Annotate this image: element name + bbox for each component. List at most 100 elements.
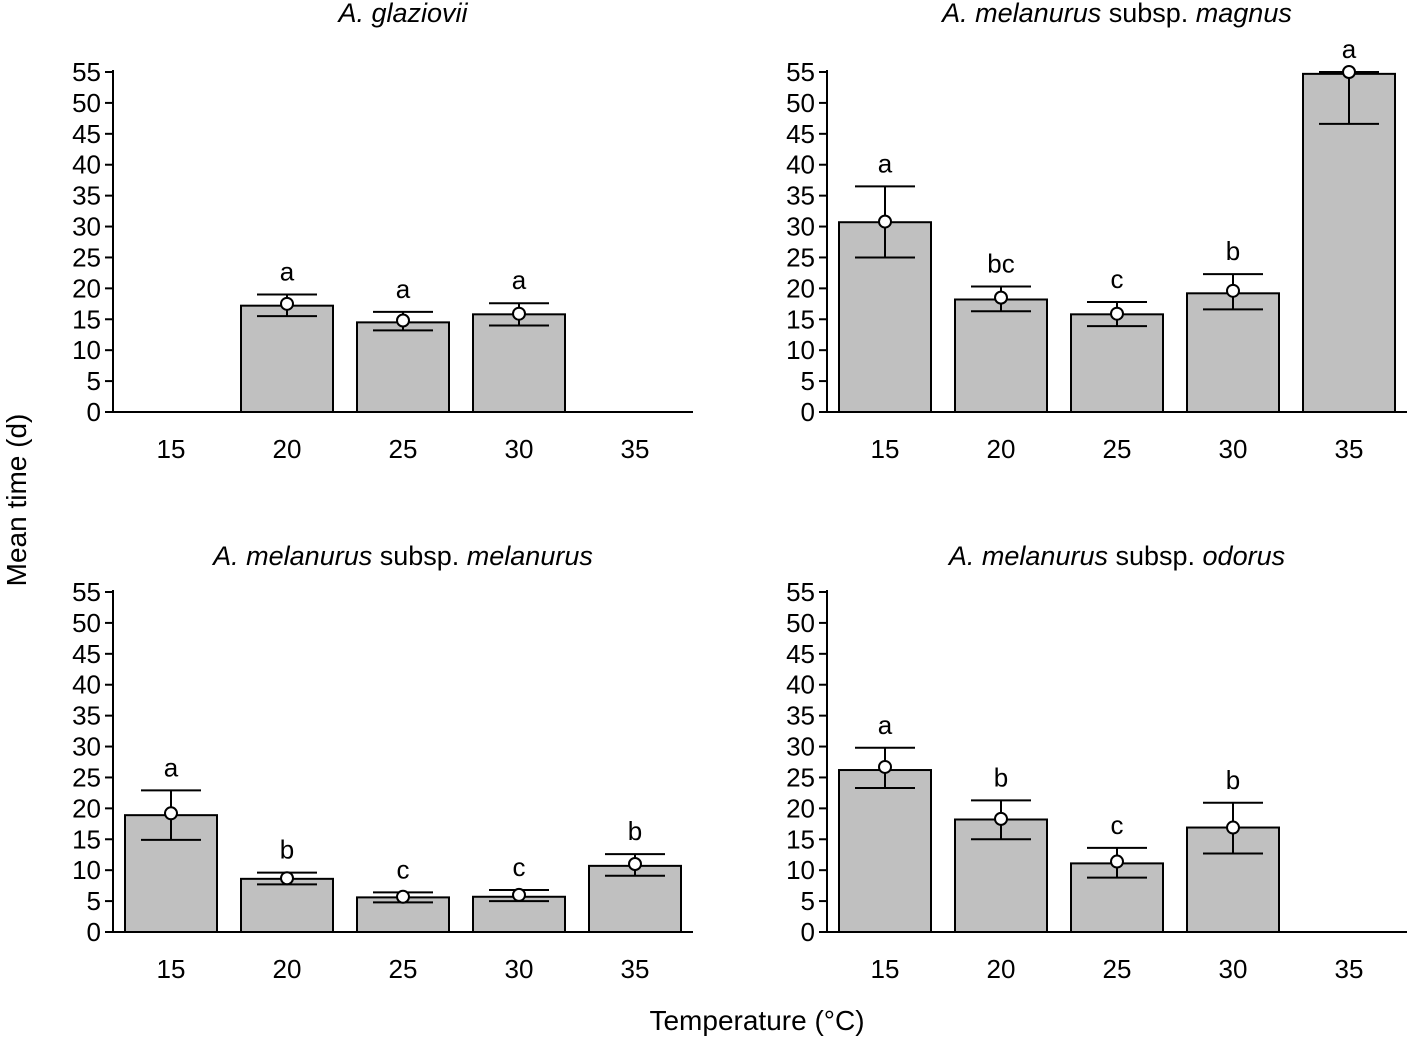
panel-title-part: A. glaziovii xyxy=(336,0,468,28)
y-tick-label: 40 xyxy=(72,670,101,700)
y-tick-label: 30 xyxy=(72,732,101,762)
y-tick-label: 40 xyxy=(72,150,101,180)
panel-title-part: A. melanurus xyxy=(947,541,1108,571)
y-tick-label: 10 xyxy=(72,855,101,885)
significance-letter: b xyxy=(628,816,642,846)
mean-point xyxy=(1110,306,1124,321)
mean-point xyxy=(878,759,892,774)
y-tick-label: 40 xyxy=(786,670,815,700)
y-tick-label: 35 xyxy=(786,701,815,731)
y-tick-label: 15 xyxy=(72,824,101,854)
bar xyxy=(1186,292,1280,413)
x-tick-label: 30 xyxy=(505,954,534,984)
y-tick-label: 0 xyxy=(801,917,815,947)
x-tick-label: 30 xyxy=(505,434,534,464)
mean-point xyxy=(396,889,410,904)
x-tick-label: 25 xyxy=(1103,954,1132,984)
panel-title-part: A. melanurus xyxy=(211,541,372,571)
y-tick-label: 5 xyxy=(87,886,101,916)
mean-point xyxy=(396,313,410,328)
mean-point xyxy=(1342,65,1356,79)
x-tick-label: 35 xyxy=(1335,434,1364,464)
x-tick-label: 35 xyxy=(621,434,650,464)
mean-point xyxy=(164,806,178,821)
significance-letter: a xyxy=(396,274,411,304)
y-tick-label: 35 xyxy=(786,181,815,211)
y-tick-label: 55 xyxy=(72,577,101,607)
chart-panel: A. melanurus subsp. melanurus05101520253… xyxy=(72,541,693,984)
y-tick-label: 15 xyxy=(72,304,101,334)
y-tick-label: 45 xyxy=(786,119,815,149)
y-tick-label: 0 xyxy=(801,397,815,427)
x-tick-label: 25 xyxy=(389,954,418,984)
y-tick-label: 55 xyxy=(786,577,815,607)
y-tick-label: 45 xyxy=(72,639,101,669)
bar xyxy=(240,877,334,933)
bar xyxy=(954,298,1048,413)
x-tick-label: 25 xyxy=(389,434,418,464)
significance-letter: a xyxy=(878,148,893,178)
x-tick-label: 20 xyxy=(273,954,302,984)
x-tick-label: 30 xyxy=(1219,434,1248,464)
panel-title: A. melanurus subsp. melanurus xyxy=(211,541,593,571)
x-tick-label: 20 xyxy=(987,954,1016,984)
significance-letter: a xyxy=(1342,34,1357,64)
y-tick-label: 0 xyxy=(87,917,101,947)
bar xyxy=(838,769,932,934)
chart-panel: A. melanurus subsp. magnus05101520253035… xyxy=(786,0,1407,464)
significance-letter: c xyxy=(1111,264,1124,294)
x-tick-label: 30 xyxy=(1219,954,1248,984)
y-tick-label: 25 xyxy=(786,762,815,792)
significance-letter: b xyxy=(1226,236,1240,266)
significance-letter: b xyxy=(1226,765,1240,795)
bar xyxy=(472,313,566,413)
y-tick-label: 45 xyxy=(72,119,101,149)
y-tick-label: 15 xyxy=(786,824,815,854)
bar xyxy=(1302,72,1396,413)
y-tick-label: 50 xyxy=(786,88,815,118)
significance-letter: c xyxy=(1111,810,1124,840)
significance-letter: a xyxy=(878,710,893,740)
mean-point xyxy=(1110,854,1124,869)
mean-point xyxy=(994,290,1008,305)
y-tick-label: 30 xyxy=(786,212,815,242)
panel-title-part: subsp. xyxy=(1101,0,1196,28)
y-tick-label: 20 xyxy=(72,793,101,823)
mean-point xyxy=(628,857,642,871)
y-tick-label: 5 xyxy=(801,366,815,396)
mean-point xyxy=(280,296,294,311)
y-tick-label: 45 xyxy=(786,639,815,669)
significance-letter: a xyxy=(280,257,295,287)
y-tick-label: 5 xyxy=(87,366,101,396)
y-tick-label: 25 xyxy=(786,242,815,272)
x-tick-label: 20 xyxy=(987,434,1016,464)
x-tick-label: 20 xyxy=(273,434,302,464)
significance-letter: a xyxy=(512,265,527,295)
y-tick-label: 25 xyxy=(72,242,101,272)
panel-title-part: magnus xyxy=(1196,0,1292,28)
y-tick-label: 20 xyxy=(786,273,815,303)
y-tick-label: 55 xyxy=(72,57,101,87)
y-tick-label: 20 xyxy=(72,273,101,303)
panel-title: A. melanurus subsp. odorus xyxy=(947,541,1285,571)
y-tick-label: 35 xyxy=(72,181,101,211)
x-tick-label: 15 xyxy=(157,434,186,464)
panel-title-part: melanurus xyxy=(467,541,593,571)
mean-point xyxy=(994,811,1008,826)
y-tick-label: 5 xyxy=(801,886,815,916)
mean-point xyxy=(1226,283,1240,298)
panel-title: A. melanurus subsp. magnus xyxy=(940,0,1292,28)
y-tick-label: 15 xyxy=(786,304,815,334)
y-axis-label: Mean time (d) xyxy=(1,414,32,587)
panel-title-part: odorus xyxy=(1203,541,1286,571)
x-tick-label: 15 xyxy=(157,954,186,984)
y-tick-label: 40 xyxy=(786,150,815,180)
y-tick-label: 30 xyxy=(786,732,815,762)
bar xyxy=(356,321,450,414)
y-tick-label: 50 xyxy=(72,88,101,118)
significance-letter: bc xyxy=(987,249,1014,279)
y-tick-label: 0 xyxy=(87,397,101,427)
mean-point xyxy=(1226,820,1240,835)
mean-point xyxy=(280,871,294,886)
